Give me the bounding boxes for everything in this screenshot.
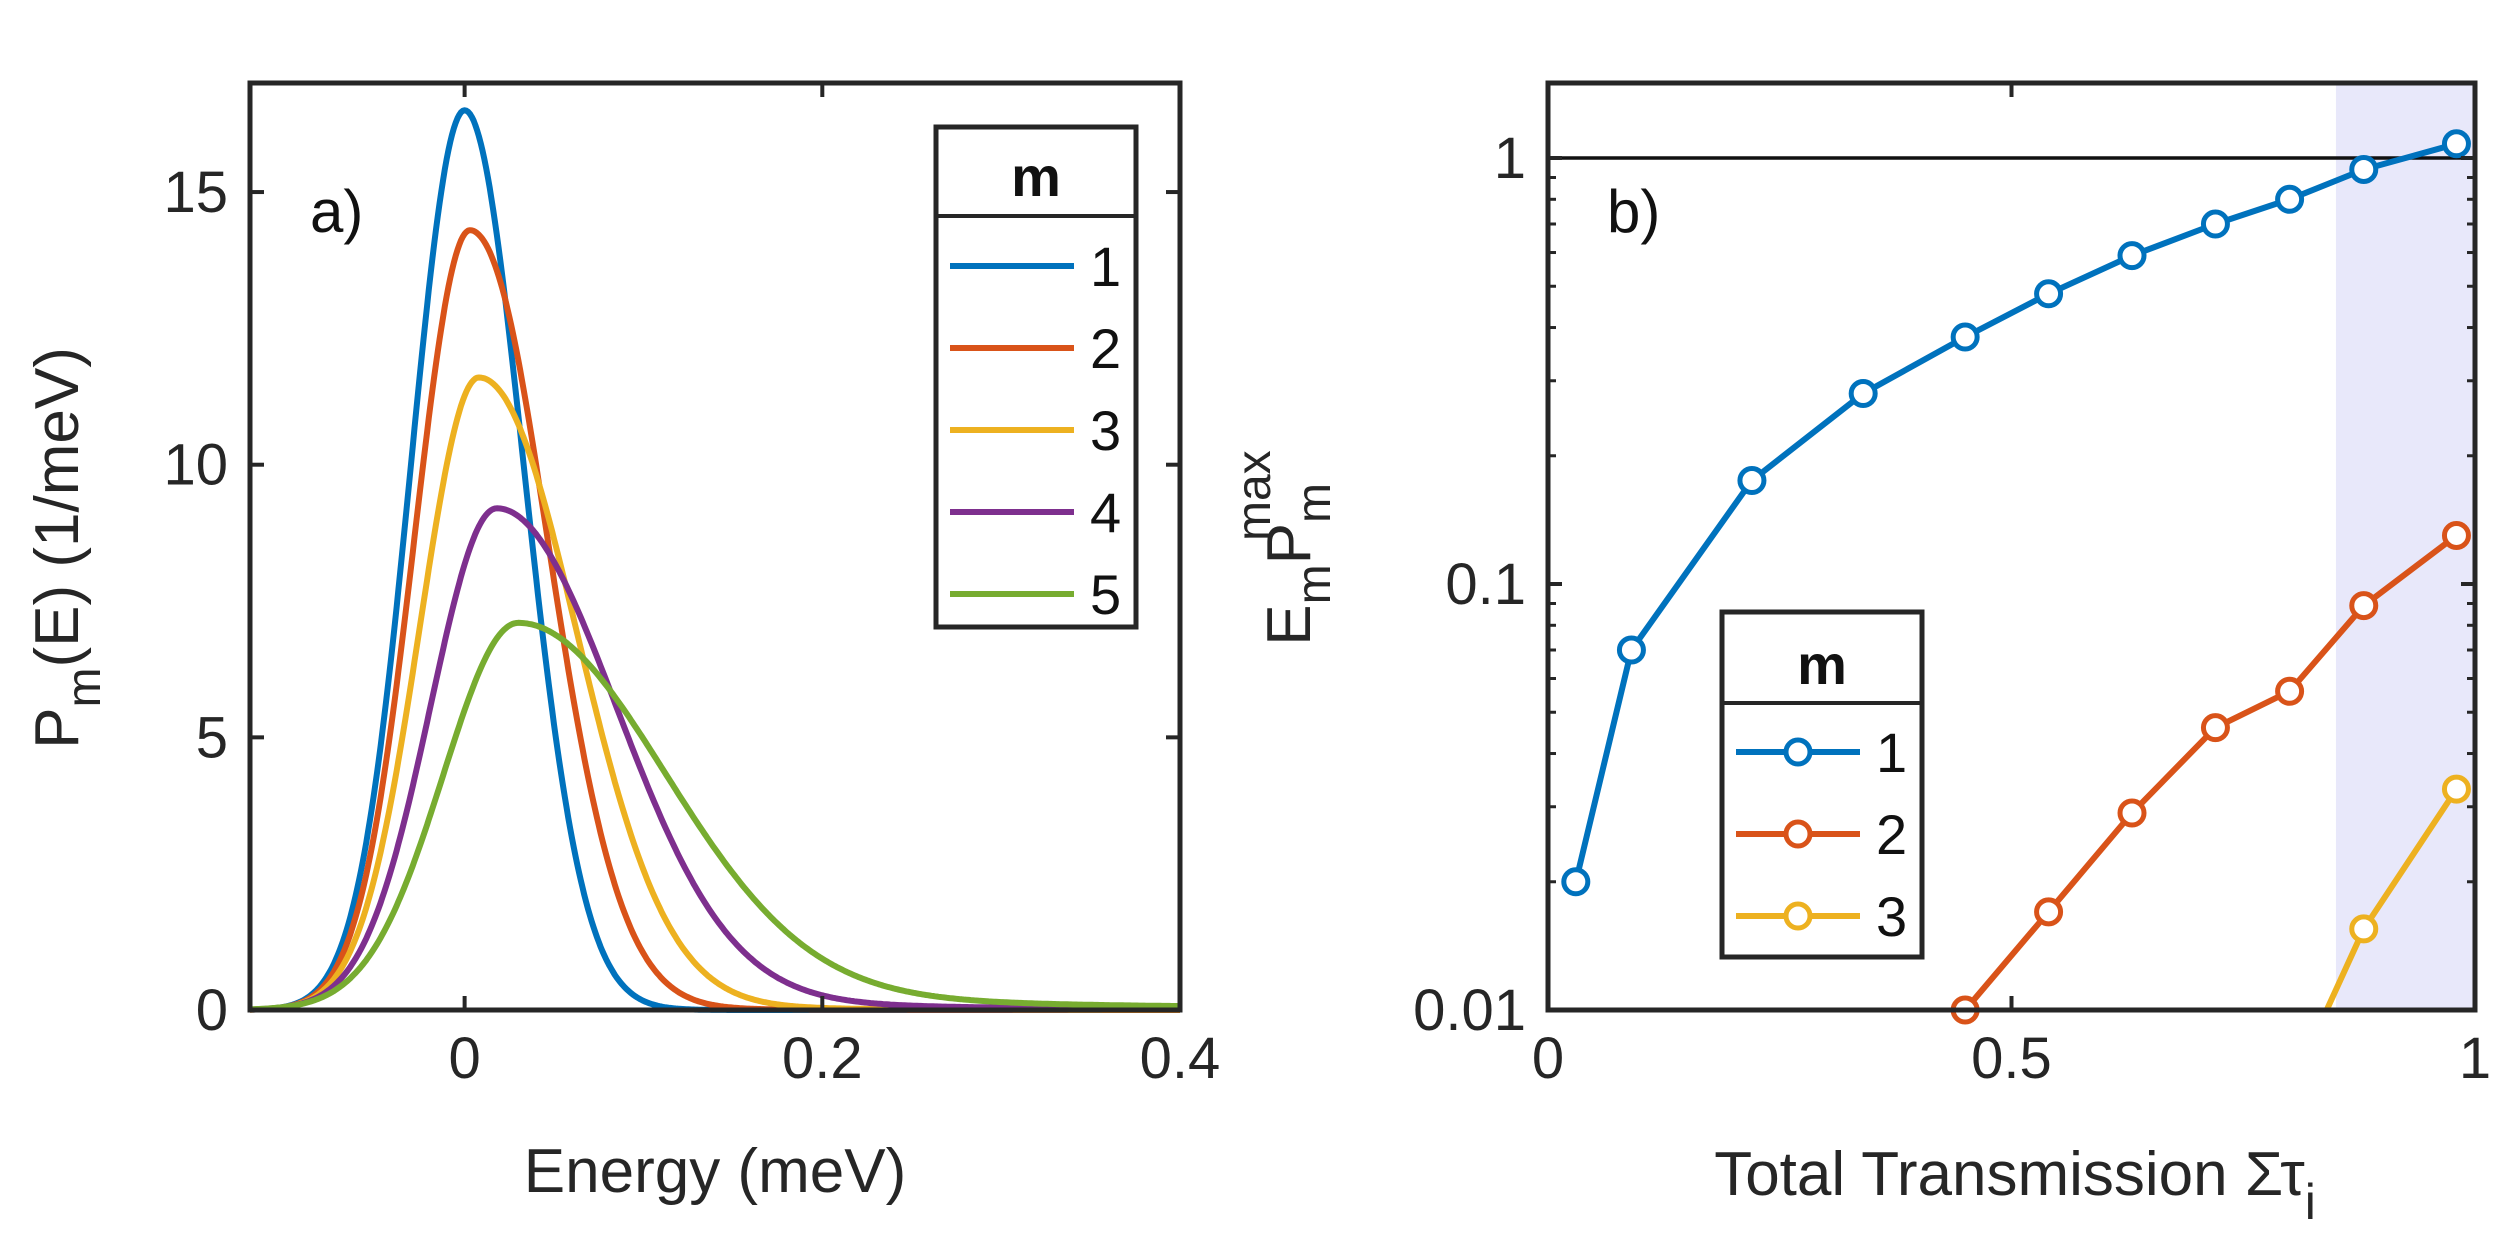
panel-b-xtick-label: 0 [1532, 1026, 1564, 1091]
panel-b-ylabel: EmPmmax [1228, 450, 1341, 645]
panel-a-legend-label-5: 5 [1090, 563, 1121, 626]
panel-b-series-3-point [2441, 774, 2471, 804]
panel-b-series-1-point [2034, 279, 2064, 309]
panel-b-xlabel: Total Transmission Στi [1714, 1140, 2316, 1230]
panel-a-legend-label-2: 2 [1090, 317, 1121, 380]
panel-a-label: a) [310, 178, 363, 245]
panel-b-ylabel-mid: P [1255, 523, 1324, 564]
panel-b-series-1-point [2441, 129, 2471, 159]
panel-b-series-1-point [1616, 635, 1646, 665]
panel-b-ylabel-sup: max [1228, 450, 1281, 541]
panel-a-axes-box [247, 80, 1183, 1013]
panel-b-legend-title: m [1797, 633, 1847, 696]
panel-a-ylabel-rest: (E) (1/meV) [23, 347, 92, 667]
panel-b-xlabel-sub: i [2305, 1174, 2316, 1230]
panel-b-xtick-label: 1 [2459, 1026, 2491, 1091]
panel-a-legend-box [933, 124, 1139, 630]
panel-b-legend-label-2: 2 [1876, 803, 1907, 866]
panel-b-legend: m 1 2 3 [1719, 609, 1925, 960]
panel-b-legend-items: 1 2 3 [1736, 721, 1907, 948]
panel-b-ylabel-sub2: m [1288, 483, 1341, 523]
panel-b-series-2-point [2275, 676, 2305, 706]
panel-b-series-1-point [1737, 465, 1767, 495]
panel-b-series-2-point [2200, 713, 2230, 743]
panel-b-xtick-label: 0.5 [1971, 1026, 2052, 1091]
panel-a-ylabel: Pm(E) (1/meV) [23, 347, 111, 749]
panel-b-series-3-point [2349, 914, 2379, 944]
panel-a-xlabel: Energy (meV) [524, 1137, 906, 1206]
panel-b-ytick-label: 0.01 [1413, 978, 1526, 1043]
panel-a-xtick-label: 0 [448, 1026, 480, 1091]
panel-b-legend-marker-2 [1783, 819, 1813, 849]
panel-b-legend-box [1719, 609, 1925, 960]
panel-a-legend-label-4: 4 [1090, 481, 1121, 544]
panel-a-legend-items: 1 2 3 4 5 [950, 235, 1121, 626]
panel-b: 0 0.5 1 0.01 0.1 1 b) m 1 2 3 Total Transmissio… [1228, 80, 2491, 1230]
panel-b-legend-marker-1 [1783, 737, 1813, 767]
panel-a-ytick-label: 15 [163, 160, 228, 225]
panel-b-ticks: 0 0.5 1 0.01 0.1 1 [1413, 83, 2491, 1091]
panel-b-series-2-point [2349, 591, 2379, 621]
panel-b-series-2-point [2034, 897, 2064, 927]
panel-b-ylabel-main: E [1255, 604, 1324, 645]
panel-b-xlabel-main: Total Transmission Στ [1714, 1140, 2304, 1209]
panel-b-ytick-label: 0.1 [1445, 552, 1526, 617]
panel-b-series-1-point [1950, 322, 1980, 352]
panel-b-ylabel-sub1: m [1288, 564, 1341, 604]
panel-b-series-1-line [1572, 140, 2458, 883]
panel-b-series-2-point [2117, 798, 2147, 828]
panel-b-series-1-point [1848, 379, 1878, 409]
panel-a-ytick-label: 0 [196, 978, 228, 1043]
panel-b-curves [1561, 129, 2471, 1025]
panel-a-series-5-line [248, 619, 1182, 1013]
panel-b-series-2-point [2441, 520, 2471, 550]
panel-a-legend-label-3: 3 [1090, 399, 1121, 462]
panel-a-ylabel-main: P [23, 707, 92, 748]
panel-a-xtick-label: 0.2 [782, 1026, 863, 1091]
panel-a-legend: m 1 2 3 4 5 [933, 124, 1139, 630]
panel-b-series-1-point [2349, 154, 2379, 184]
panel-a: 0 0.2 0.4 0 5 10 15 a) m 1 2 3 4 5 Energy (meV) Pm… [23, 80, 1220, 1206]
panel-b-legend-label-1: 1 [1876, 721, 1907, 784]
panel-b-legend-label-3: 3 [1876, 885, 1907, 948]
panel-b-label: b) [1607, 178, 1660, 245]
panel-b-series-1-point [2275, 184, 2305, 214]
panel-b-ytick-label: 1 [1494, 126, 1526, 191]
panel-a-legend-label-1: 1 [1090, 235, 1121, 298]
panel-a-legend-title: m [1011, 145, 1061, 208]
panel-a-xtick-label: 0.4 [1140, 1026, 1221, 1091]
panel-a-ytick-label: 5 [196, 705, 228, 770]
panel-b-series-1-point [1561, 867, 1591, 897]
panel-a-ylabel-sub: m [58, 668, 111, 708]
panel-b-legend-marker-3 [1783, 901, 1813, 931]
panel-b-series-1-point [2117, 241, 2147, 271]
panel-b-series-1-point [2200, 209, 2230, 239]
panel-a-ytick-label: 10 [163, 433, 228, 498]
